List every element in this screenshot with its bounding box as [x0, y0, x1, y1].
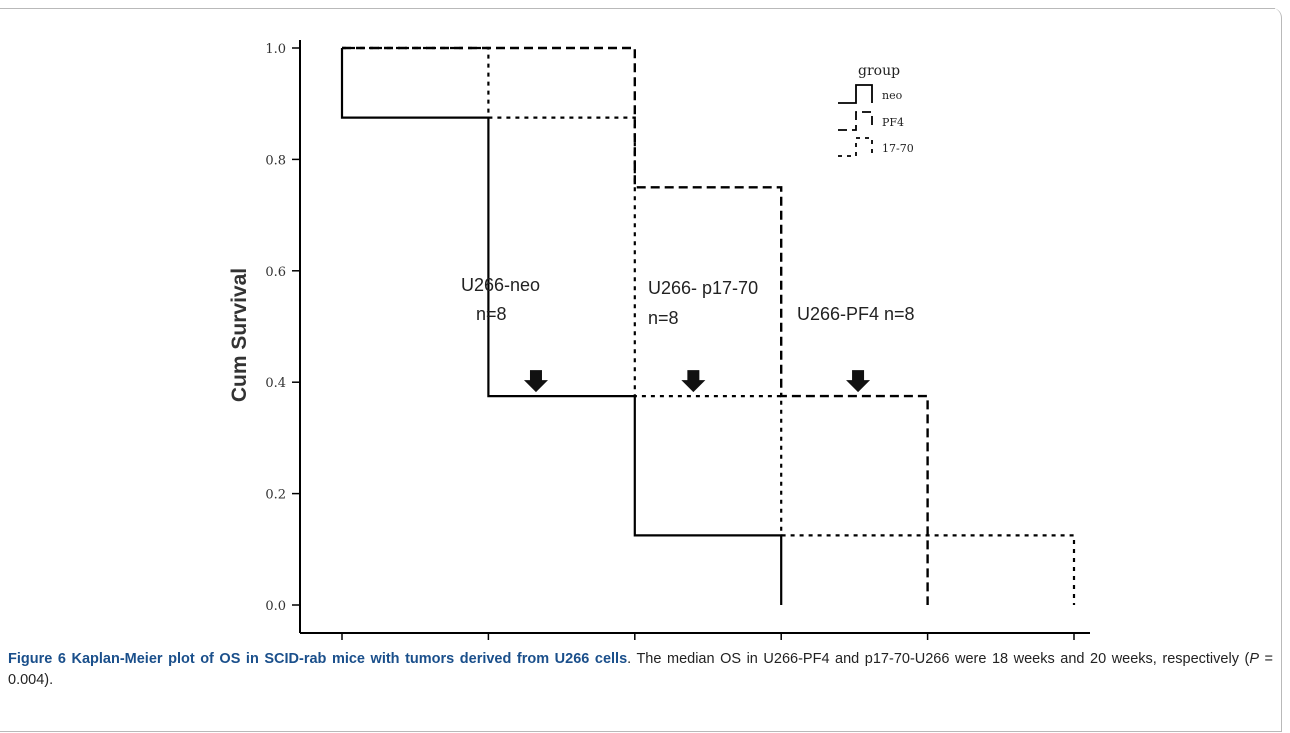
- annotation-label: U266- p17-70: [648, 278, 758, 298]
- annotation-label: n=8: [476, 304, 507, 324]
- legend-label: PF4: [882, 116, 904, 129]
- caption-label: Figure 6: [8, 651, 66, 667]
- legend-title: group: [858, 63, 900, 79]
- y-tick-label: 0.8: [265, 153, 286, 168]
- figure-frame: [0, 8, 1282, 732]
- legend-label: 17-70: [882, 142, 914, 155]
- annotation-arrow: [681, 370, 706, 393]
- y-axis-label: Cum Survival: [228, 268, 251, 402]
- y-tick-label: 0.4: [265, 376, 286, 391]
- annotation-arrow: [846, 370, 871, 393]
- kaplan-meier-chart: 0.00.20.40.60.81.0141618202224weeksCum S…: [228, 40, 1090, 640]
- caption-p-symbol: P: [1249, 651, 1259, 667]
- legend-swatch-17-70: [838, 137, 873, 157]
- annotation-label: n=8: [648, 308, 679, 328]
- y-tick-label: 0.2: [265, 488, 286, 503]
- caption-text-end: = 0.004).: [8, 651, 1274, 688]
- annotation-label: U266-PF4 n=8: [797, 304, 915, 324]
- y-tick-label: 0.0: [265, 599, 286, 614]
- legend-swatch-neo: [838, 84, 873, 104]
- legend-label: neo: [882, 89, 903, 102]
- series-line-PF4: [342, 46, 929, 605]
- figure-caption: Figure 6 Kaplan-Meier plot of OS in SCID…: [8, 649, 1273, 691]
- caption-title: Kaplan-Meier plot of OS in SCID-rab mice…: [71, 651, 628, 667]
- y-tick-label: 1.0: [265, 42, 286, 57]
- caption-text: . The median OS in U266-PF4 and p17-70-U…: [627, 651, 1250, 667]
- y-tick-label: 0.6: [265, 265, 286, 280]
- figure-frame-top: [0, 8, 1275, 9]
- series-line-17-70: [342, 46, 1076, 605]
- series-line-neo: [340, 48, 783, 605]
- legend-swatch-PF4: [838, 111, 873, 131]
- annotation-label: U266-neo: [461, 275, 540, 295]
- annotation-arrow: [523, 370, 548, 393]
